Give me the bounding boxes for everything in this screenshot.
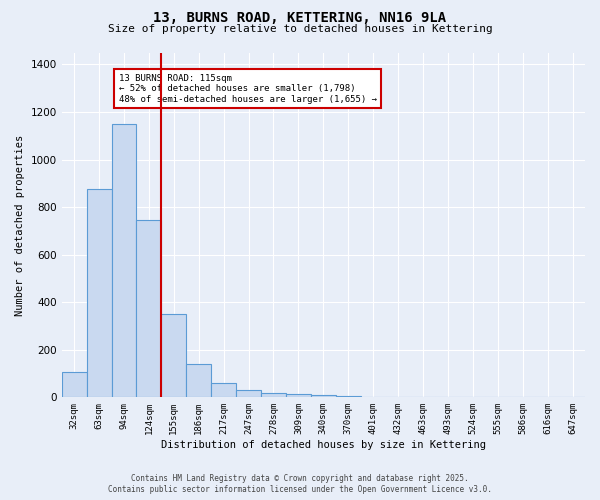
Text: 13 BURNS ROAD: 115sqm
← 52% of detached houses are smaller (1,798)
48% of semi-d: 13 BURNS ROAD: 115sqm ← 52% of detached … [119,74,377,104]
Y-axis label: Number of detached properties: Number of detached properties [15,134,25,316]
Bar [86,189,112,398]
Bar [211,383,236,398]
Bar [286,394,311,398]
Text: Contains HM Land Registry data © Crown copyright and database right 2025.
Contai: Contains HM Land Registry data © Crown c… [108,474,492,494]
Bar [161,314,186,398]
Bar [311,395,336,398]
Text: Size of property relative to detached houses in Kettering: Size of property relative to detached ho… [107,24,493,34]
Bar [261,392,286,398]
Bar [336,396,361,398]
Bar [236,390,261,398]
X-axis label: Distribution of detached houses by size in Kettering: Distribution of detached houses by size … [161,440,486,450]
Text: 13, BURNS ROAD, KETTERING, NN16 9LA: 13, BURNS ROAD, KETTERING, NN16 9LA [154,11,446,25]
Bar [136,220,161,398]
Bar [186,364,211,398]
Bar [112,124,136,398]
Bar [62,372,86,398]
